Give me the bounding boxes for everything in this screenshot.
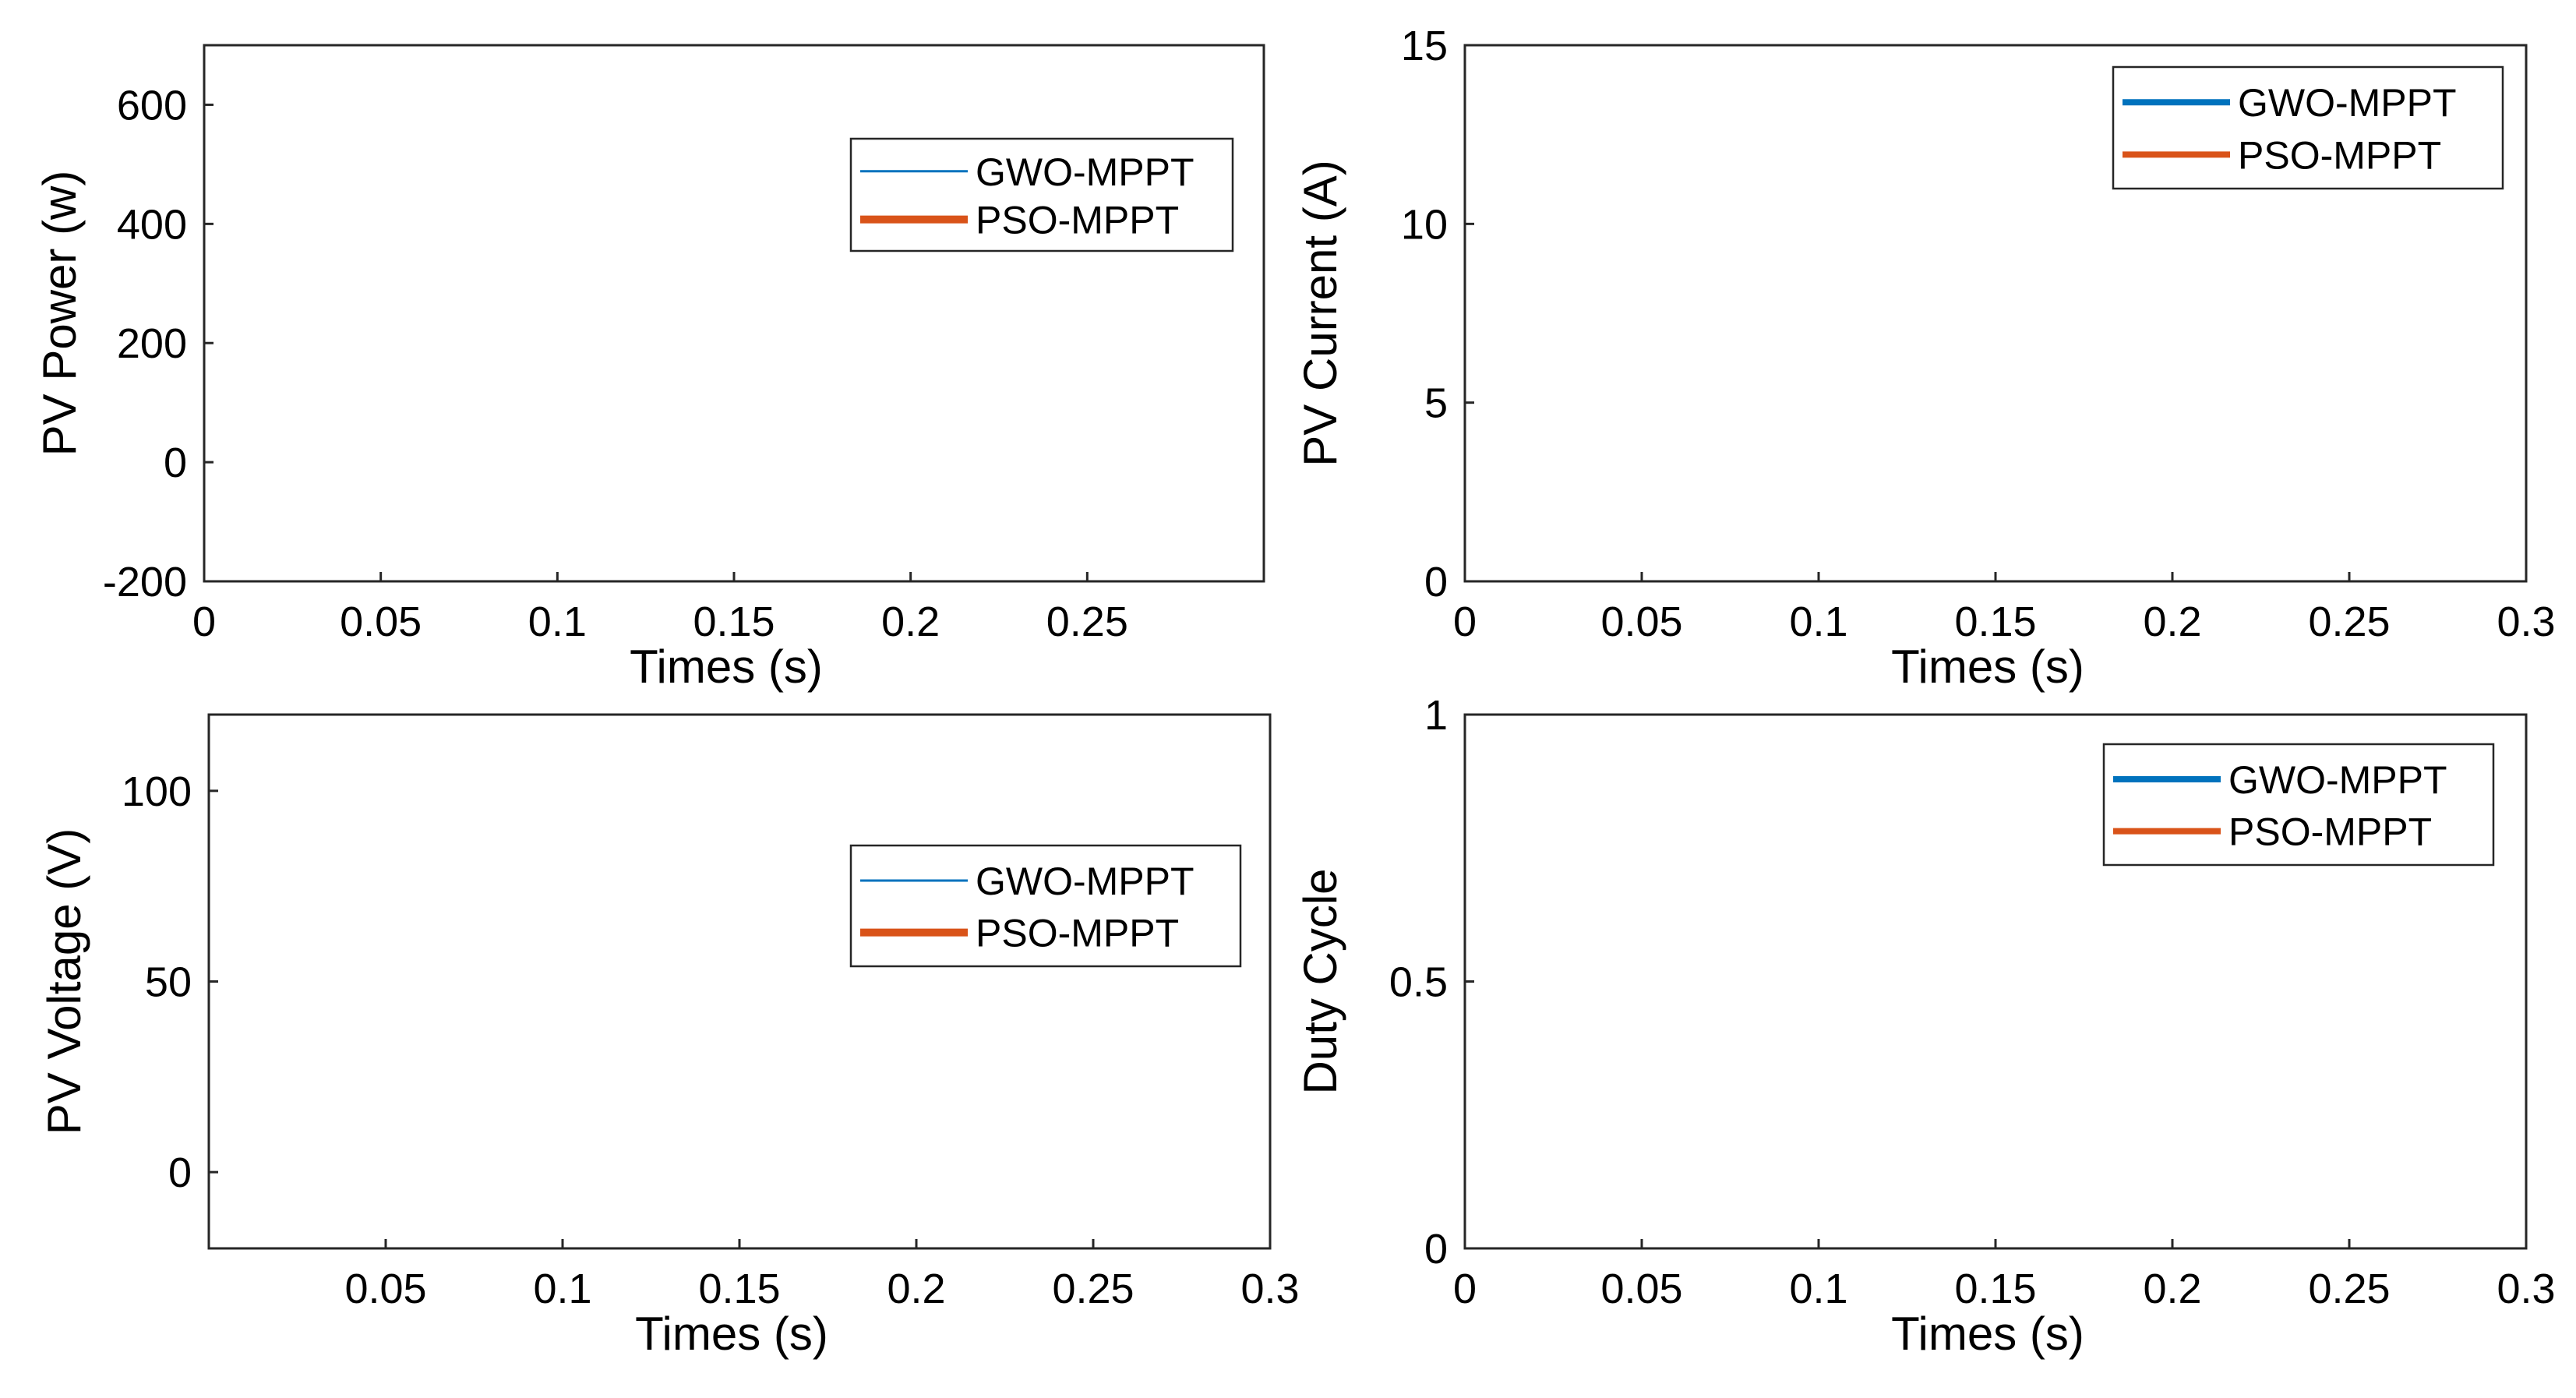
plot-frame (207, 713, 1272, 1250)
legend-box (2102, 743, 2495, 867)
x-tick-label: 0.15 (1954, 598, 2036, 645)
y-tick-label: 100 (122, 768, 192, 815)
x-tick-label: 0 (1453, 598, 1477, 645)
x-tick-label: 0.2 (2143, 598, 2201, 645)
x-tick-label: 0.25 (1046, 598, 1128, 645)
x-tick-label: 0.3 (2497, 598, 2555, 645)
x-axis-label: Times (s) (1891, 641, 2084, 693)
x-tick-label: 0.15 (693, 598, 775, 645)
legend-label-gwo-mppt: GWO-MPPT (976, 150, 1194, 194)
x-tick-label: 0.25 (1052, 1266, 1134, 1312)
x-tick-label: 0.05 (340, 598, 422, 645)
x-tick-label: 0.1 (533, 1266, 591, 1312)
y-tick-label: 400 (117, 201, 187, 248)
legend-label-pso-mppt: PSO-MPPT (2228, 810, 2432, 854)
plot-frame (203, 44, 1265, 583)
y-tick-label: 0.5 (1389, 959, 1448, 1006)
y-tick-label: 200 (117, 320, 187, 367)
legend-label-pso-mppt: PSO-MPPT (976, 912, 1179, 955)
x-axis-label: Times (s) (1891, 1308, 2084, 1360)
x-axis-label: Times (s) (635, 1308, 828, 1360)
chart-pv-current: 0 0.05 0.1 0.15 0.2 0.25 0.3 0 5 10 15 Times (s) PV … (1294, 23, 2556, 693)
x-tick-label: 0.1 (1789, 1266, 1847, 1312)
legend-box (2112, 65, 2504, 190)
x-tick-label: 0.3 (2497, 1266, 2555, 1312)
x-tick-label: 0.3 (1240, 1266, 1299, 1312)
x-tick-label: 0.2 (2143, 1266, 2201, 1312)
legend-label-gwo-mppt: GWO-MPPT (976, 860, 1194, 903)
x-tick-label: 0.2 (887, 1266, 945, 1312)
legend: GWO-MPPT PSO-MPPT (849, 137, 1234, 252)
y-tick-label: 50 (145, 959, 192, 1006)
y-tick-label: 0 (1424, 559, 1448, 605)
legend: GWO-MPPT PSO-MPPT (2112, 65, 2504, 190)
x-tick-label: 0.05 (1600, 598, 1682, 645)
x-tick-label: 0.15 (1954, 1266, 2036, 1312)
x-tick-label: 0.25 (2308, 1266, 2390, 1312)
x-axis-label: Times (s) (630, 641, 823, 693)
x-tick-label: 0 (192, 598, 216, 645)
x-tick-label: 0.2 (881, 598, 940, 645)
y-tick-label: 10 (1401, 201, 1448, 248)
legend-label-gwo-mppt: GWO-MPPT (2228, 758, 2447, 802)
legend: GWO-MPPT PSO-MPPT (849, 844, 1242, 968)
legend-box (849, 137, 1234, 252)
y-tick-label: 0 (1424, 1226, 1448, 1273)
y-tick-label: 0 (168, 1149, 192, 1196)
chart-pv-voltage: 0.05 0.1 0.15 0.2 0.25 0.3 0 50 100 Times (s) PV V… (38, 713, 1300, 1360)
x-tick-label: 0.1 (528, 598, 587, 645)
y-tick-label: -200 (103, 559, 187, 605)
chart-duty-cycle: 0 0.05 0.1 0.15 0.2 0.25 0.3 0 0.5 1 Times (s) Duty… (1294, 692, 2556, 1360)
legend: GWO-MPPT PSO-MPPT (2102, 743, 2495, 867)
legend-label-pso-mppt: PSO-MPPT (2238, 133, 2441, 177)
legend-label-pso-mppt: PSO-MPPT (976, 199, 1179, 242)
y-tick-label: 15 (1401, 23, 1448, 69)
x-tick-label: 0.25 (2308, 598, 2390, 645)
legend-box (849, 844, 1242, 968)
y-tick-label: 1 (1424, 692, 1448, 739)
y-axis-label: Duty Cycle (1294, 868, 1346, 1094)
y-axis-label: PV Voltage (V) (38, 828, 90, 1135)
legend-label-gwo-mppt: GWO-MPPT (2238, 81, 2457, 125)
y-tick-label: 600 (117, 82, 187, 129)
y-tick-label: 5 (1424, 380, 1448, 427)
x-tick-label: 0.1 (1789, 598, 1847, 645)
x-tick-label: 0 (1453, 1266, 1477, 1312)
x-tick-label: 0.05 (1600, 1266, 1682, 1312)
y-tick-label: 0 (164, 440, 187, 486)
y-axis-label: PV Current (A) (1294, 160, 1346, 466)
x-tick-label: 0.05 (344, 1266, 426, 1312)
y-axis-label: PV Power (w) (34, 171, 86, 457)
x-tick-label: 0.15 (698, 1266, 780, 1312)
